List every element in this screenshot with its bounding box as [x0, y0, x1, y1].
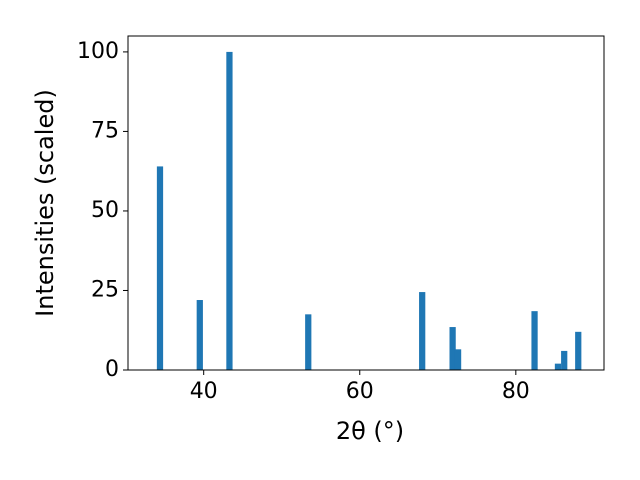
y-tick-label: 75	[91, 118, 119, 143]
x-tick-label: 60	[346, 379, 374, 404]
x-axis-label: 2θ (°)	[336, 417, 404, 445]
y-tick-label: 0	[105, 357, 119, 382]
plot-frame	[127, 35, 605, 371]
bar	[305, 314, 312, 370]
y-tick-label: 100	[77, 39, 119, 64]
bar	[554, 363, 562, 370]
bar	[156, 166, 164, 370]
bar	[531, 311, 538, 370]
x-tick-label: 40	[190, 379, 218, 404]
bar	[449, 327, 456, 370]
bar	[575, 331, 582, 370]
y-tick-label: 25	[91, 277, 119, 302]
y-tick-label: 50	[91, 198, 119, 223]
bar	[226, 51, 233, 371]
bar	[454, 349, 462, 370]
bar	[561, 350, 568, 370]
x-tick-label: 80	[502, 379, 530, 404]
bar	[419, 292, 426, 370]
y-axis-label: Intensities (scaled)	[31, 89, 59, 317]
bar	[196, 300, 203, 370]
